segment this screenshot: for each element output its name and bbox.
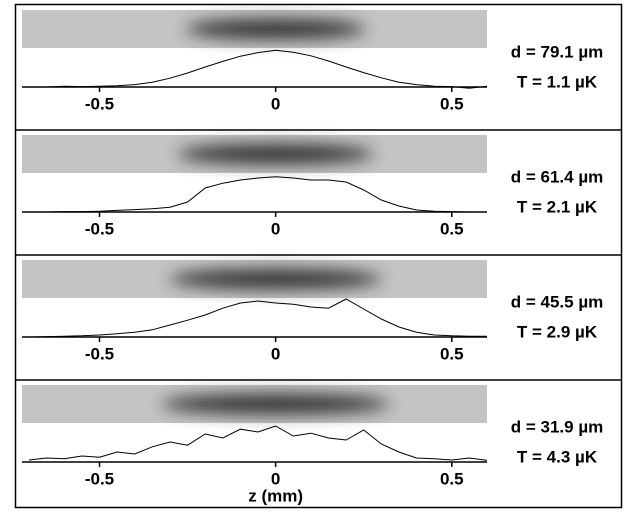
- x-tick-label: -0.5: [85, 94, 114, 113]
- annotation: d = 61.4 µm: [511, 167, 603, 186]
- annotation: T = 2.1 µK: [517, 197, 598, 216]
- annotation: T = 1.1 µK: [517, 72, 598, 91]
- x-tick-label: 0.5: [440, 469, 464, 488]
- absorption-image: [22, 385, 487, 423]
- absorption-image: [22, 260, 487, 298]
- x-tick-label: 0.5: [440, 344, 464, 363]
- image-cloud: [169, 269, 382, 289]
- annotation: d = 79.1 µm: [511, 42, 603, 61]
- profile-line: [28, 425, 488, 461]
- annotation: d = 31.9 µm: [511, 417, 603, 436]
- x-tick-label: -0.5: [85, 469, 114, 488]
- profile-line: [28, 298, 487, 338]
- annotation: T = 4.3 µK: [517, 447, 598, 466]
- frame: [14, 3, 623, 509]
- x-tick-label: -0.5: [85, 219, 114, 238]
- x-tick-label: 0: [271, 94, 280, 113]
- image-cloud: [185, 19, 366, 39]
- x-tick-label: 0.5: [440, 219, 464, 238]
- x-tick-label: 0: [271, 469, 280, 488]
- x-tick-label: 0.5: [440, 94, 464, 113]
- annotation: T = 2.9 µK: [517, 322, 598, 341]
- x-tick-label: 0: [271, 219, 280, 238]
- absorption-image: [22, 135, 487, 173]
- x-tick-label: -0.5: [85, 344, 114, 363]
- x-axis-label: z (mm): [248, 486, 303, 505]
- profile-line: [29, 176, 487, 213]
- x-tick-label: 0: [271, 344, 280, 363]
- absorption-image: [22, 10, 487, 48]
- profile-line: [29, 49, 488, 89]
- annotation: d = 45.5 µm: [511, 292, 603, 311]
- image-cloud: [161, 394, 390, 414]
- image-cloud: [177, 144, 374, 164]
